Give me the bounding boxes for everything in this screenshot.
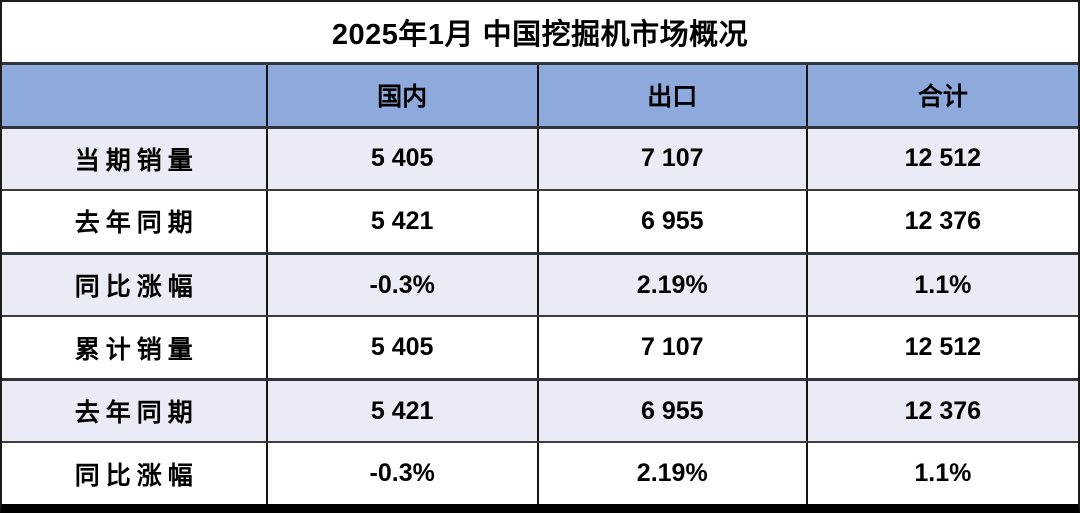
value-cell: 6 955 [536,191,806,252]
header-cell-domestic: 国内 [265,65,537,126]
value-cell: 2.19% [536,254,806,316]
row-label: 去年同期 [74,209,199,238]
row-label: 同比涨幅 [74,461,199,490]
value-cell: -0.3% [265,254,537,316]
row-label: 去年同期 [74,399,199,428]
value-cell: 6 955 [536,380,806,442]
table-row-current-sales: 当期销量 5 405 7 107 12 512 [2,125,1078,190]
value-cell: -0.3% [265,443,537,505]
row-label: 同比涨幅 [74,273,199,302]
value-cell: 5 405 [265,128,537,190]
value-cell: 12 512 [805,317,1078,378]
header-cell-total: 合计 [805,65,1078,126]
value-cell: 7 107 [536,317,806,378]
table-row-yoy-change-cumulative: 同比涨幅 -0.3% 2.19% 1.1% [2,441,1078,505]
table-header-row: 国内 出口 合计 [2,62,1078,126]
value-cell: 5 405 [265,317,537,378]
value-cell: 12 376 [805,191,1078,252]
value-cell: 1.1% [805,254,1078,316]
value-cell: 12 376 [805,380,1078,442]
table-row-last-year: 去年同期 5 421 6 955 12 376 [2,189,1078,252]
table-row-yoy-change: 同比涨幅 -0.3% 2.19% 1.1% [2,251,1078,316]
table-row-last-year-cumulative: 去年同期 5 421 6 955 12 376 [2,377,1078,442]
value-cell: 5 421 [265,191,537,252]
row-label: 累计销量 [74,335,199,364]
value-cell: 7 107 [536,128,806,190]
value-cell: 5 421 [265,380,537,442]
table-title: 2025年1月 中国挖掘机市场概况 [2,2,1078,62]
header-cell-blank [2,65,266,126]
value-cell: 2.19% [536,443,806,505]
table-row-cumulative-sales: 累计销量 5 405 7 107 12 512 [2,315,1078,378]
value-cell: 1.1% [805,443,1078,505]
header-cell-export: 出口 [536,65,806,126]
value-cell: 12 512 [805,128,1078,190]
row-label: 当期销量 [74,146,199,175]
